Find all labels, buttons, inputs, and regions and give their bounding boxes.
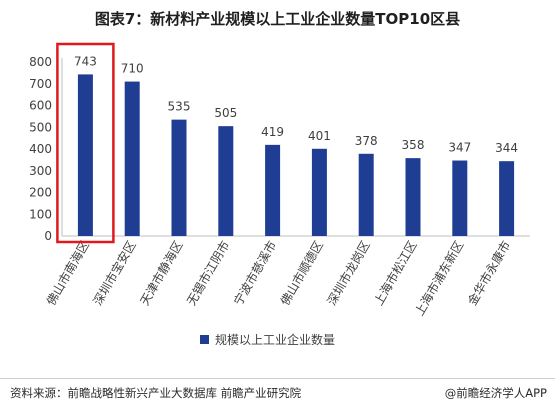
data-label: 535 <box>168 100 191 114</box>
data-label: 347 <box>448 141 471 155</box>
footer-divider <box>0 378 555 379</box>
data-label: 358 <box>402 138 425 152</box>
data-label: 344 <box>495 141 518 155</box>
data-label: 401 <box>308 129 331 143</box>
x-tick-label: 宁波市慈溪市 <box>230 238 279 308</box>
data-label: 378 <box>355 134 378 148</box>
y-tick-label: 600 <box>29 99 52 113</box>
x-tick-label: 上海市松江区 <box>371 238 420 308</box>
data-label: 419 <box>261 125 284 139</box>
bar <box>311 148 327 236</box>
x-tick-label: 天津市静海区 <box>137 238 186 308</box>
chart-title: 图表7：新材料产业规模以上工业企业数量TOP10区县 <box>94 10 461 28</box>
y-tick-label: 0 <box>44 229 52 243</box>
data-label: 743 <box>74 54 97 68</box>
x-tick-label: 无锡市江阴市 <box>183 238 232 308</box>
x-tick-label: 深圳市宝安区 <box>90 238 139 308</box>
data-label: 505 <box>214 106 237 120</box>
y-tick-label: 100 <box>29 207 52 221</box>
bar <box>218 126 234 236</box>
bar <box>124 81 140 236</box>
y-tick-label: 400 <box>29 142 52 156</box>
bar <box>77 74 93 237</box>
legend-swatch <box>200 335 209 344</box>
x-tick-label: 深圳市龙岗区 <box>324 238 373 308</box>
x-tick-label: 上海市浦东新区 <box>411 238 466 318</box>
y-tick-label: 500 <box>29 120 52 134</box>
brand-credit: @前瞻经济学人APP <box>444 386 547 400</box>
highlight-box <box>56 42 115 244</box>
x-tick-label: 金华市永康市 <box>464 238 513 308</box>
data-label: 710 <box>121 62 144 76</box>
x-tick-label: 佛山市南海区 <box>43 238 92 308</box>
bar <box>452 160 468 236</box>
source-note: 资料来源：前瞻战略性新兴产业大数据库 前瞻产业研究院 <box>10 386 302 400</box>
legend-label: 规模以上工业企业数量 <box>215 332 335 347</box>
bar <box>358 153 374 236</box>
x-tick-label: 佛山市顺德区 <box>277 238 326 308</box>
y-tick-label: 300 <box>29 164 52 178</box>
bar <box>171 119 187 236</box>
bar <box>405 158 421 236</box>
y-tick-label: 200 <box>29 186 52 200</box>
bar <box>265 144 281 236</box>
bar <box>499 161 515 236</box>
y-tick-label: 800 <box>29 55 52 69</box>
y-tick-label: 700 <box>29 77 52 91</box>
bar-chart: 0 100 200 300 400 500 600 700 800 743 佛山市南海区 710 深圳市… <box>29 42 530 347</box>
